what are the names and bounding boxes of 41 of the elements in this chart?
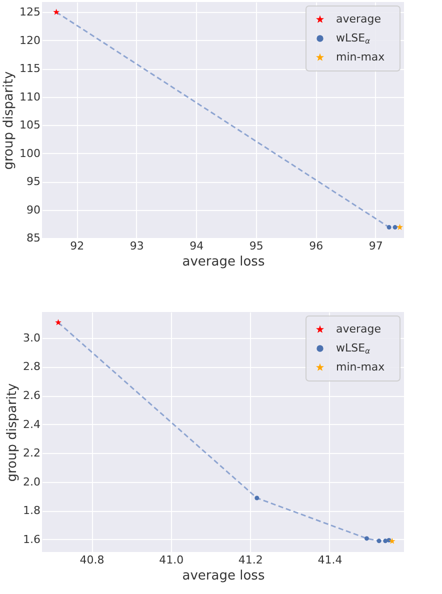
y-tick-label: 105 — [20, 118, 40, 132]
y-tick-label: 125 — [20, 6, 40, 19]
point — [388, 538, 396, 544]
point — [55, 319, 62, 326]
y-tick-label: 100 — [20, 146, 40, 160]
y-tick-label: 2.8 — [23, 360, 40, 374]
x-tick-label: 96 — [309, 240, 324, 252]
x-tick-label: 93 — [130, 240, 144, 252]
x-axis-title: average loss — [182, 568, 265, 584]
x-tick-label: 92 — [70, 240, 84, 252]
legend-label: average — [336, 322, 382, 336]
y-tick-label: 2.0 — [23, 475, 40, 488]
point — [254, 496, 260, 500]
x-tick-label: 97 — [368, 240, 383, 252]
y-tick-label: 85 — [26, 232, 40, 244]
point — [383, 538, 388, 544]
y-axis-title: group disparity — [2, 70, 17, 170]
x-tick-label: 41.0 — [159, 554, 184, 566]
y-tick-label: 115 — [20, 62, 40, 76]
legend-label: min-max — [336, 50, 386, 64]
y-axis-title: group disparity — [5, 382, 20, 482]
y-tick-label: 1.6 — [23, 532, 40, 546]
y-tick-label: 2.4 — [23, 418, 40, 431]
x-tick-label: 41.4 — [318, 554, 342, 566]
y-tick-label: 2.2 — [23, 446, 40, 460]
legend-label: average — [336, 12, 382, 26]
point — [376, 538, 382, 544]
x-tick-label: 95 — [249, 240, 264, 252]
x-axis-title: average loss — [182, 254, 265, 270]
y-tick-label: 120 — [20, 34, 40, 47]
x-tick-label: 94 — [190, 240, 204, 252]
x-tick-label: 40.8 — [80, 554, 104, 566]
y-tick-label: 3.0 — [23, 331, 40, 344]
y-tick-label: 1.8 — [23, 504, 40, 518]
legend-label: min-max — [336, 360, 386, 374]
y-tick-label: 95 — [26, 175, 40, 188]
x-tick-label: 41.2 — [238, 554, 263, 566]
y-tick-label: 90 — [26, 203, 40, 216]
y-tick-label: 110 — [20, 90, 40, 104]
y-tick-label: 2.6 — [23, 389, 40, 402]
point — [364, 536, 369, 541]
